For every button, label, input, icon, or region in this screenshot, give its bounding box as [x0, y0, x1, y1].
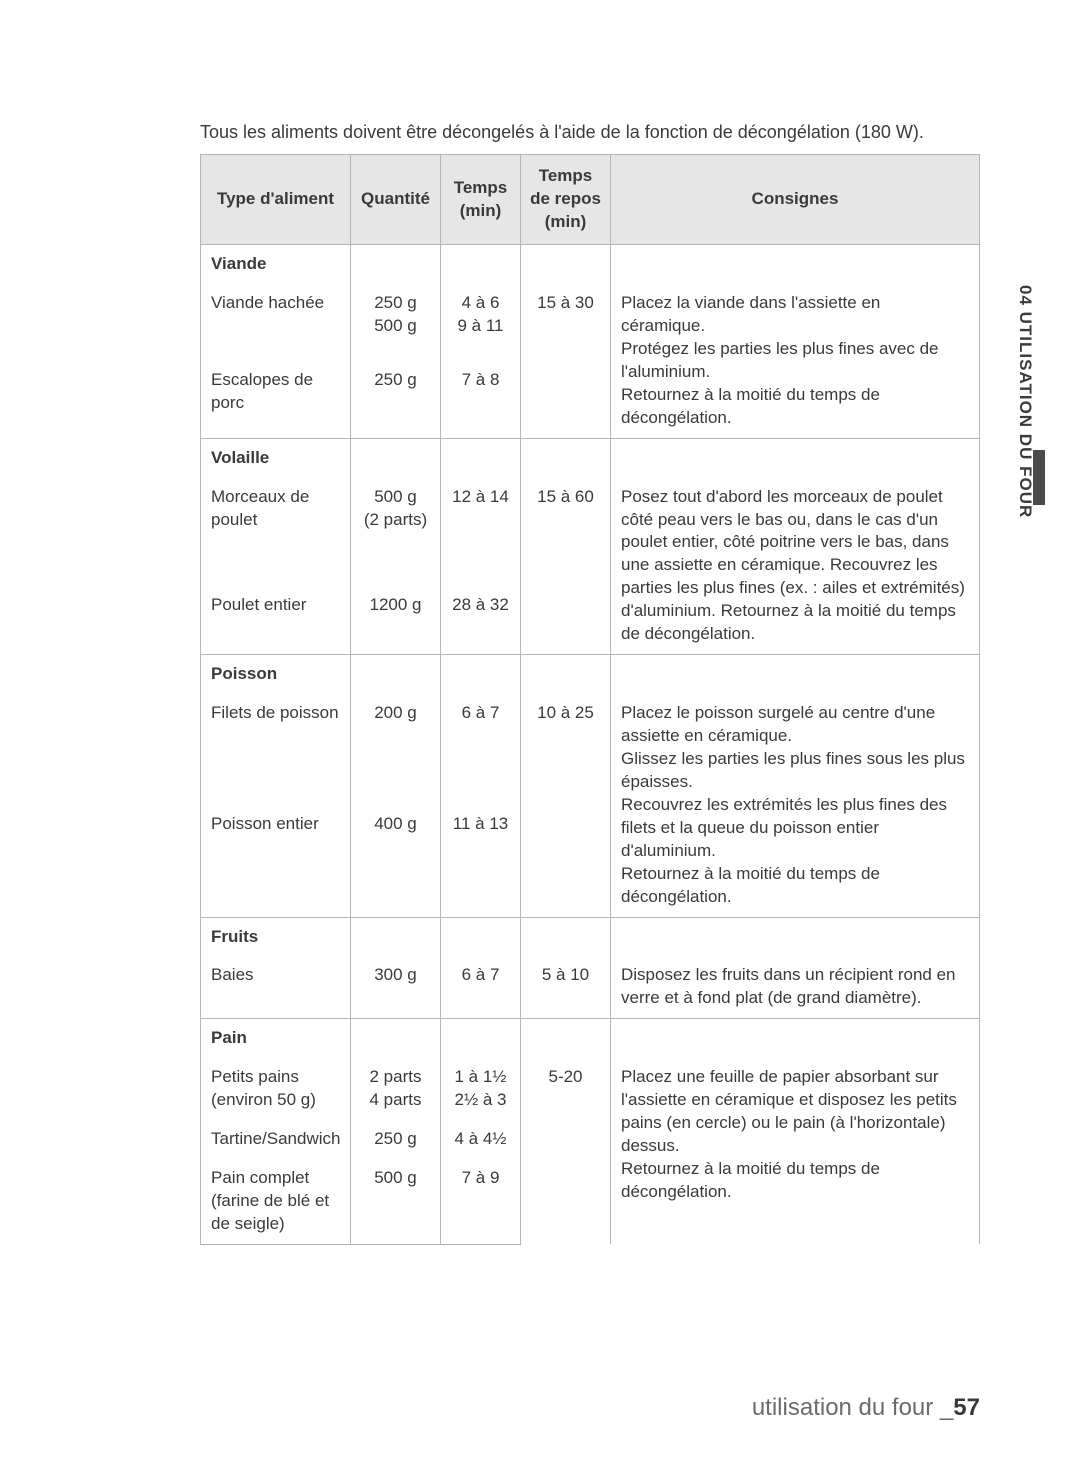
qty-line: 500 g — [374, 316, 417, 335]
col-instr: Consignes — [611, 155, 980, 245]
cell-qty: 200 g — [351, 694, 441, 805]
side-tab-marker — [1033, 450, 1045, 505]
table-header-row: Type d'aliment Quantité Temps (min) Temp… — [201, 155, 980, 245]
cell-type: Morceaux de poulet — [201, 478, 351, 586]
section-volaille-head: Volaille — [201, 438, 980, 477]
table-row: Petits pains(environ 50 g) 2 parts4 part… — [201, 1058, 980, 1120]
cell-time: 11 à 13 — [441, 805, 521, 917]
page-footer: utilisation du four _57 — [752, 1394, 980, 1422]
cell-type: Petits pains(environ 50 g) — [201, 1058, 351, 1120]
cell-type: Viande hachée — [201, 284, 351, 361]
cell-qty: 400 g — [351, 805, 441, 917]
cell-type: Poisson entier — [201, 805, 351, 917]
cell-type: Pain complet (farine de blé et de seigle… — [201, 1159, 351, 1244]
section-title: Poisson — [201, 655, 351, 694]
table-row: Morceaux de poulet 500 g(2 parts) 12 à 1… — [201, 478, 980, 586]
cell-type: Baies — [201, 956, 351, 1018]
cell-type: Escalopes de porc — [201, 361, 351, 438]
cell-rest: 15 à 30 — [521, 284, 611, 438]
section-fruits-head: Fruits — [201, 917, 980, 956]
cell-type: Poulet entier — [201, 586, 351, 655]
section-title: Fruits — [201, 917, 351, 956]
cell-type: Tartine/Sandwich — [201, 1120, 351, 1159]
section-viande-head: Viande — [201, 245, 980, 284]
cell-qty: 300 g — [351, 956, 441, 1018]
cell-instr: Placez la viande dans l'assiette en céra… — [611, 284, 980, 438]
cell-type: Filets de poisson — [201, 694, 351, 805]
time-line: 9 à 11 — [457, 316, 503, 335]
table-row: Baies 300 g 6 à 7 5 à 10 Disposez les fr… — [201, 956, 980, 1018]
cell-time: 4 à 6 9 à 11 — [441, 284, 521, 361]
side-tab-label: 04 UTILISATION DU FOUR — [1015, 285, 1035, 518]
cell-time: 4 à 4½ — [441, 1120, 521, 1159]
table-row: Filets de poisson 200 g 6 à 7 10 à 25 Pl… — [201, 694, 980, 805]
cell-time: 6 à 7 — [441, 956, 521, 1018]
time-line: 4 à 6 — [462, 293, 500, 312]
section-pain-head: Pain — [201, 1019, 980, 1058]
section-title: Viande — [201, 245, 351, 284]
cell-time: 12 à 14 — [441, 478, 521, 586]
cell-instr: Placez le poisson surgelé au centre d'un… — [611, 694, 980, 917]
col-time: Temps (min) — [441, 155, 521, 245]
cell-rest: 10 à 25 — [521, 694, 611, 917]
cell-time: 7 à 8 — [441, 361, 521, 438]
cell-instr: Disposez les fruits dans un récipient ro… — [611, 956, 980, 1018]
intro-text: Tous les aliments doivent être décongelé… — [200, 120, 980, 144]
cell-rest: 5-20 — [521, 1058, 611, 1244]
cell-qty: 500 g(2 parts) — [351, 478, 441, 586]
cell-rest: 5 à 10 — [521, 956, 611, 1018]
cell-qty: 500 g — [351, 1159, 441, 1244]
manual-page: Tous les aliments doivent être décongelé… — [0, 0, 1080, 1477]
defrost-table: Type d'aliment Quantité Temps (min) Temp… — [200, 154, 980, 1245]
col-qty: Quantité — [351, 155, 441, 245]
cell-time: 7 à 9 — [441, 1159, 521, 1244]
section-title: Volaille — [201, 438, 351, 477]
page-number: 57 — [953, 1394, 980, 1421]
cell-instr: Posez tout d'abord les morceaux de poule… — [611, 478, 980, 655]
cell-qty: 250 g 500 g — [351, 284, 441, 361]
cell-qty: 250 g — [351, 361, 441, 438]
cell-rest: 15 à 60 — [521, 478, 611, 655]
cell-qty: 250 g — [351, 1120, 441, 1159]
section-poisson-head: Poisson — [201, 655, 980, 694]
table-row: Viande hachée 250 g 500 g 4 à 6 9 à 11 1… — [201, 284, 980, 361]
cell-time: 1 à 1½2½ à 3 — [441, 1058, 521, 1120]
cell-qty: 2 parts4 parts — [351, 1058, 441, 1120]
cell-time: 28 à 32 — [441, 586, 521, 655]
cell-time: 6 à 7 — [441, 694, 521, 805]
section-title: Pain — [201, 1019, 351, 1058]
col-type: Type d'aliment — [201, 155, 351, 245]
col-rest: Temps de repos (min) — [521, 155, 611, 245]
qty-line: 250 g — [374, 293, 417, 312]
footer-text: utilisation du four _ — [752, 1394, 953, 1421]
cell-instr: Placez une feuille de papier absorbant s… — [611, 1058, 980, 1244]
cell-qty: 1200 g — [351, 586, 441, 655]
